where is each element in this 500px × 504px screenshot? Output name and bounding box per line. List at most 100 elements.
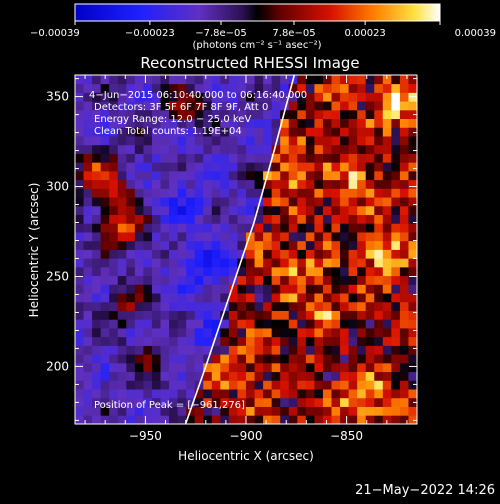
heatmap-cell: [134, 397, 144, 407]
heatmap-cell: [169, 214, 178, 224]
heatmap-cell: [143, 118, 153, 128]
heatmap-cell: [297, 336, 307, 346]
heatmap-cell: [288, 188, 298, 198]
heatmap-cell: [314, 179, 324, 189]
heatmap-cell: [186, 336, 196, 346]
heatmap-cell: [160, 275, 170, 285]
heatmap-cell: [246, 406, 255, 416]
heatmap-cell: [109, 293, 119, 303]
heatmap-cell: [399, 197, 409, 207]
heatmap-cell: [203, 240, 213, 250]
heatmap-cell: [254, 345, 264, 355]
heatmap-cell: [297, 258, 307, 268]
heatmap-cell: [75, 328, 84, 338]
heatmap-cell: [169, 83, 178, 93]
heatmap-cell: [331, 232, 341, 242]
heatmap-cell: [169, 136, 178, 146]
heatmap-cell: [288, 397, 298, 407]
heatmap-cell: [297, 249, 307, 259]
heatmap-cell: [382, 284, 392, 294]
heatmap-cell: [254, 266, 264, 277]
heatmap-cell: [263, 109, 273, 120]
heatmap-cell: [408, 415, 417, 424]
heatmap-cell: [126, 397, 136, 407]
heatmap-cell: [75, 284, 84, 294]
heatmap-cell: [331, 380, 341, 390]
heatmap-cell: [237, 336, 247, 346]
heatmap-cell: [92, 319, 102, 329]
heatmap-cell: [92, 258, 102, 268]
heatmap-cell: [374, 188, 384, 198]
heatmap-cell: [357, 415, 367, 424]
heatmap-cell: [126, 223, 136, 233]
heatmap-cell: [340, 397, 349, 407]
heatmap-cell: [117, 354, 127, 364]
heatmap-cell: [340, 75, 349, 85]
heatmap-cell: [169, 293, 178, 303]
heatmap-cell: [399, 162, 409, 172]
heatmap-cell: [357, 310, 367, 320]
heatmap-cell: [75, 197, 84, 207]
heatmap-cell: [340, 101, 349, 111]
heatmap-cell: [194, 223, 204, 233]
heatmap-cell: [160, 258, 170, 268]
heatmap-cell: [109, 415, 119, 424]
heatmap-cell: [194, 415, 204, 424]
heatmap-cell: [331, 240, 341, 250]
heatmap-cell: [211, 345, 221, 355]
heatmap-cell: [151, 371, 161, 381]
heatmap-cell: [348, 144, 358, 154]
heatmap-cell: [297, 118, 307, 128]
heatmap-cell: [177, 389, 187, 399]
heatmap-cell: [177, 144, 187, 154]
heatmap-cell: [322, 336, 332, 346]
heatmap-cell: [92, 205, 102, 216]
heatmap-cell: [83, 205, 93, 216]
heatmap-cell: [100, 214, 110, 224]
heatmap-cell: [126, 301, 136, 311]
heatmap-cell: [177, 345, 187, 355]
heatmap-cell: [331, 397, 341, 407]
heatmap-cell: [314, 328, 324, 338]
heatmap-cell: [160, 101, 170, 111]
heatmap-cell: [391, 336, 401, 346]
heatmap-cell: [288, 258, 298, 268]
heatmap-cell: [331, 336, 341, 346]
heatmap-cell: [194, 406, 204, 416]
heatmap-cell: [109, 214, 119, 224]
heatmap-cell: [365, 92, 375, 102]
heatmap-cell: [399, 249, 409, 259]
heatmap-cell: [151, 328, 161, 338]
heatmap-cell: [348, 205, 358, 216]
heatmap-cell: [391, 214, 401, 224]
heatmap-cell: [348, 345, 358, 355]
heatmap-cell: [83, 214, 93, 224]
heatmap-cell: [305, 92, 315, 102]
heatmap-cell: [151, 319, 161, 329]
chart-title: Reconstructed RHESSI Image: [140, 54, 359, 72]
peak-position-label: Position of Peak = [−961,276]: [94, 400, 245, 411]
heatmap-cell: [228, 214, 238, 224]
heatmap-cell: [228, 92, 238, 102]
heatmap-cell: [220, 92, 230, 102]
heatmap-cell: [254, 92, 264, 102]
heatmap-cell: [186, 345, 196, 355]
heatmap-cell: [246, 205, 255, 216]
heatmap-cell: [246, 136, 255, 146]
heatmap-cell: [314, 380, 324, 390]
heatmap-cell: [331, 109, 341, 120]
heatmap-cell: [169, 240, 178, 250]
heatmap-cell: [220, 136, 230, 146]
heatmap-cell: [186, 101, 196, 111]
heatmap-cell: [348, 232, 358, 242]
heatmap-cell: [203, 328, 213, 338]
heatmap-cell: [220, 232, 230, 242]
heatmap-cell: [263, 205, 273, 216]
heatmap-cell: [331, 249, 341, 259]
heatmap-cell: [169, 354, 178, 364]
heatmap-cell: [177, 127, 187, 137]
heatmap-cell: [340, 293, 349, 303]
heatmap-cell: [305, 197, 315, 207]
heatmap-cell: [246, 389, 255, 399]
